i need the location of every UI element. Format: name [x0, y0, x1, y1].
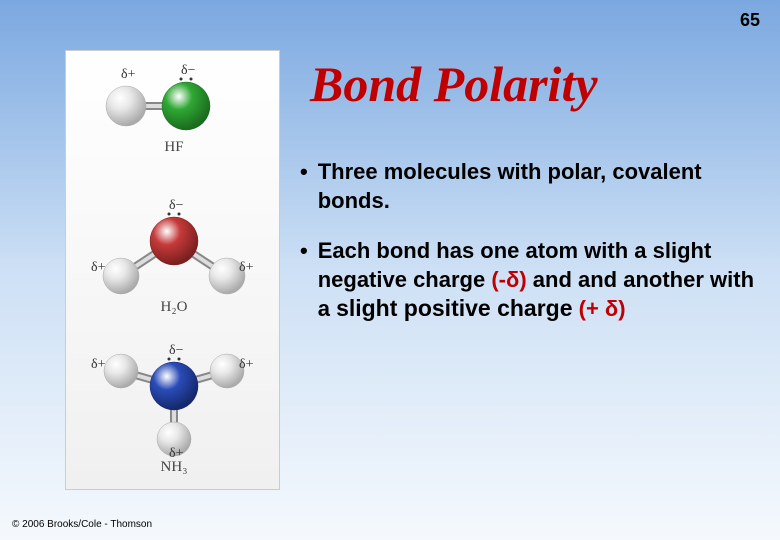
svg-text:δ−: δ− — [169, 343, 184, 358]
svg-text:δ+: δ+ — [121, 67, 136, 82]
bullet-marker: • — [300, 158, 308, 215]
bullet-list: • Three molecules with polar, covalent b… — [300, 158, 760, 346]
svg-text:δ−: δ− — [181, 63, 196, 78]
svg-text:δ+: δ+ — [239, 357, 254, 372]
molecule-diagram: δ+δ−HFδ−δ+δ+H₂Oδ−δ+δ+δ+NH₃ — [65, 50, 280, 490]
copyright-footer: © 2006 Brooks/Cole - Thomson — [12, 519, 152, 530]
svg-text:δ+: δ+ — [91, 357, 106, 372]
bullet-text: Each bond has one atom with a slight neg… — [318, 237, 760, 324]
svg-text:NH₃: NH₃ — [161, 459, 188, 475]
slide-title: Bond Polarity — [310, 55, 598, 113]
svg-text:δ−: δ− — [169, 198, 184, 213]
bullet-item: • Each bond has one atom with a slight n… — [300, 237, 760, 324]
svg-text:δ+: δ+ — [91, 260, 106, 275]
bullet-text: Three molecules with polar, covalent bon… — [318, 158, 760, 215]
bullet-marker: • — [300, 237, 308, 324]
bullet-item: • Three molecules with polar, covalent b… — [300, 158, 760, 215]
page-number: 65 — [740, 10, 760, 31]
svg-text:δ+: δ+ — [239, 260, 254, 275]
svg-text:HF: HF — [164, 139, 183, 155]
svg-text:H₂O: H₂O — [161, 299, 188, 315]
